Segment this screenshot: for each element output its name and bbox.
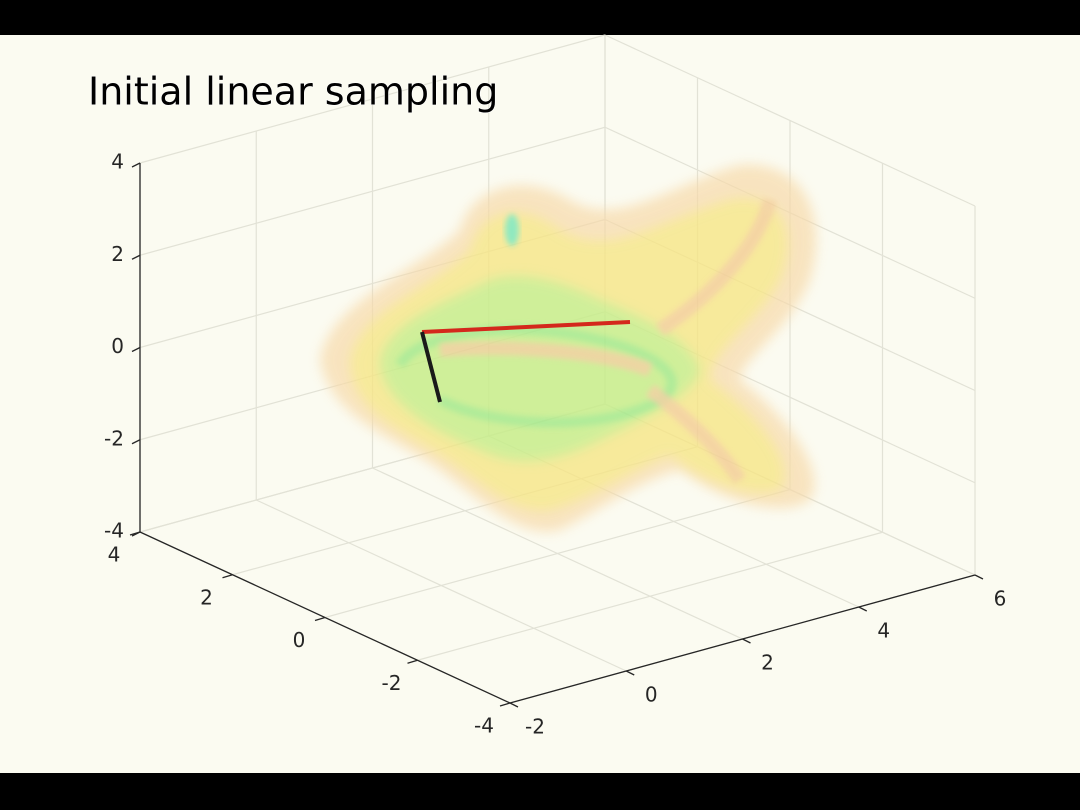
- grid-line: [604, 34, 976, 207]
- y-tick-label: 2: [200, 585, 213, 609]
- x-tick-label: 4: [877, 619, 890, 643]
- y-tick-label: -4: [474, 714, 494, 738]
- bottom-bar: [0, 773, 1080, 810]
- sample-segment: [421, 320, 631, 334]
- y-tick: [499, 702, 511, 707]
- y-tick: [407, 659, 418, 664]
- x-tick-label: 0: [645, 683, 658, 707]
- y-tick-label: 0: [293, 628, 306, 652]
- z-tick: [131, 254, 141, 260]
- sample-segment: [420, 331, 442, 403]
- z-tick-label: -2: [104, 426, 124, 450]
- x-tick-label: 6: [994, 587, 1007, 611]
- y-tick: [314, 616, 326, 622]
- z-tick-label: 0: [111, 334, 124, 358]
- x-tick: [858, 606, 868, 612]
- y-tick-label: -2: [382, 671, 402, 695]
- x-tick: [625, 670, 635, 676]
- x-tick: [742, 638, 751, 644]
- top-bar: [0, 0, 1080, 35]
- z-tick-label: -4: [104, 519, 124, 543]
- z-tick: [131, 439, 141, 445]
- x-tick: [509, 702, 519, 708]
- z-tick: [131, 346, 141, 353]
- x-tick: [974, 574, 984, 580]
- z-tick-label: 4: [111, 150, 124, 174]
- y-tick-label: 4: [108, 543, 121, 567]
- grid-line: [139, 34, 606, 164]
- y-tick: [129, 531, 141, 536]
- z-tick: [131, 162, 141, 168]
- grid-line: [139, 126, 606, 256]
- z-tick-label: 2: [111, 242, 124, 266]
- grid-line: [417, 531, 883, 661]
- volume-spot: [505, 214, 519, 246]
- x-tick-label: 2: [761, 651, 774, 675]
- y-tick: [222, 574, 233, 579]
- chart-title: Initial linear sampling: [88, 70, 498, 114]
- x-tick-label: -2: [525, 715, 545, 739]
- grid-line: [324, 488, 791, 619]
